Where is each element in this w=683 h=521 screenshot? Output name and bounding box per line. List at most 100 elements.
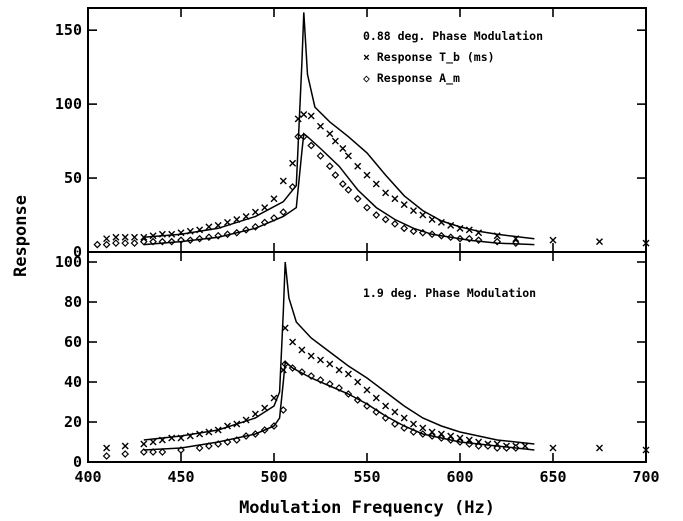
- bottom-point-tb: [149, 438, 157, 446]
- top-point-am: [251, 223, 260, 231]
- top-legend-entry-am: ◇ Response A_m: [363, 71, 460, 86]
- bottom-point-tb: [140, 440, 148, 448]
- bottom-point-tb: [642, 446, 650, 454]
- top-point-am: [93, 240, 102, 249]
- y-axis-title: Response: [11, 195, 31, 277]
- bottom-fit-line-2: [143, 261, 535, 445]
- bottom-y-tick-label: 40: [64, 373, 82, 391]
- top-point-am: [205, 233, 213, 242]
- bottom-point-am: [158, 448, 167, 456]
- top-point-am: [325, 162, 334, 171]
- top-point-tb: [391, 195, 399, 203]
- bottom-point-tb: [521, 442, 529, 450]
- bottom-y-tick-label: 0: [73, 453, 82, 471]
- bottom-point-tb: [372, 394, 380, 402]
- top-point-am: [400, 224, 409, 233]
- top-point-am: [316, 152, 325, 160]
- top-point-tb: [270, 195, 278, 203]
- bottom-point-tb: [344, 370, 352, 378]
- top-point-tb: [354, 162, 362, 170]
- x-tick-label: 500: [260, 468, 287, 486]
- bottom-point-tb: [447, 432, 455, 440]
- bottom-fit-line-3: [143, 360, 535, 451]
- top-point-am: [391, 220, 399, 228]
- bottom-y-tick-label: 60: [64, 333, 82, 351]
- bottom-point-tb: [103, 444, 111, 452]
- top-point-am: [465, 234, 474, 243]
- bottom-panel-title: 1.9 deg. Phase Modulation: [363, 286, 536, 300]
- top-point-tb: [168, 230, 176, 238]
- bottom-point-tb: [428, 428, 436, 436]
- top-point-am: [331, 171, 340, 179]
- bottom-point-tb: [354, 378, 362, 386]
- bottom-point-am: [121, 450, 130, 458]
- top-point-tb: [103, 235, 111, 243]
- top-point-am: [130, 239, 139, 247]
- top-y-tick-label: 0: [73, 243, 82, 261]
- bottom-point-tb: [307, 352, 315, 360]
- top-point-am: [139, 237, 148, 246]
- top-point-am: [474, 236, 483, 245]
- bottom-point-tb: [335, 366, 343, 374]
- bottom-point-tb: [410, 420, 417, 428]
- top-point-am: [121, 239, 130, 247]
- top-y-tick-label: 150: [55, 21, 82, 39]
- top-point-tb: [140, 233, 148, 241]
- top-point-am: [177, 236, 185, 245]
- top-point-am: [279, 208, 288, 216]
- bottom-point-tb: [419, 424, 427, 432]
- top-point-am: [372, 211, 381, 219]
- bottom-y-tick-label: 100: [55, 253, 82, 271]
- top-point-am: [307, 141, 316, 150]
- bottom-point-tb: [121, 442, 129, 450]
- bottom-point-tb: [437, 430, 445, 438]
- chart-marks: 0 50 100 150 0 20 40 60 80 100 400 450 500 550 600 650 7…: [55, 8, 660, 486]
- bottom-point-am: [195, 444, 204, 452]
- top-point-tb: [307, 112, 315, 120]
- top-point-tb: [331, 137, 339, 145]
- x-tick-label: 550: [353, 468, 380, 486]
- bottom-point-tb: [298, 346, 306, 354]
- bottom-point-tb: [400, 414, 408, 422]
- bottom-point-am: [279, 406, 288, 414]
- bottom-point-am: [502, 444, 511, 452]
- bottom-point-tb: [549, 444, 557, 452]
- top-panel-title: 0.88 deg. Phase Modulation: [363, 29, 543, 43]
- top-point-am: [102, 240, 111, 249]
- bottom-y-tick-label: 80: [64, 293, 82, 311]
- top-point-tb: [121, 233, 129, 241]
- top-point-tb: [339, 144, 347, 152]
- top-point-tb: [279, 177, 287, 185]
- top-point-tb: [549, 236, 557, 244]
- bottom-point-am: [149, 448, 157, 456]
- top-point-tb: [642, 239, 650, 247]
- bottom-point-tb: [326, 360, 334, 368]
- bottom-point-tb: [465, 436, 473, 444]
- bottom-point-tb: [363, 386, 371, 394]
- top-point-tb: [400, 201, 408, 209]
- bottom-point-tb: [596, 444, 603, 452]
- bottom-point-tb: [391, 408, 399, 416]
- top-y-tick-label: 100: [55, 95, 82, 113]
- top-point-am: [363, 203, 371, 212]
- top-point-am: [344, 186, 353, 194]
- bottom-point-tb: [168, 434, 176, 442]
- top-point-am: [112, 239, 120, 247]
- top-fit-line-2: [143, 12, 535, 240]
- top-point-tb: [382, 189, 390, 197]
- top-point-tb: [289, 159, 297, 167]
- x-tick-label: 700: [632, 468, 659, 486]
- x-tick-label: 450: [167, 468, 194, 486]
- top-point-tb: [372, 180, 380, 188]
- top-fit-line-3: [143, 132, 535, 246]
- x-tick-label: 400: [74, 468, 101, 486]
- top-point-tb: [410, 207, 417, 215]
- top-point-tb: [112, 233, 120, 241]
- bottom-point-am: [484, 442, 492, 450]
- top-point-tb: [251, 208, 259, 216]
- top-point-am: [353, 194, 362, 203]
- top-point-tb: [363, 171, 371, 179]
- top-point-am: [381, 215, 390, 224]
- x-tick-label: 600: [446, 468, 473, 486]
